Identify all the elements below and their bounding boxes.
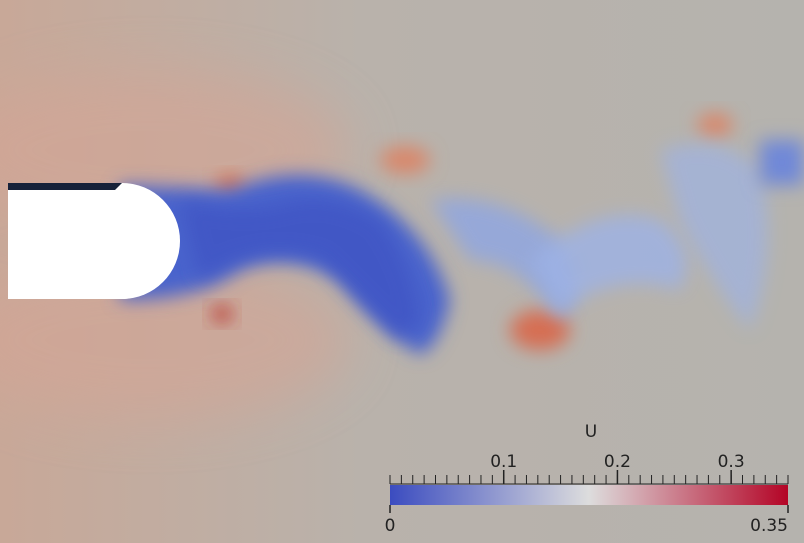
tick-label: 0.3 [718,452,745,472]
range-label: 0 [385,516,396,536]
color-bar [390,485,788,505]
tick-label: 0.1 [490,452,517,472]
color-legend: U 0.1 0.2 0.3 0 0.35 [385,422,789,536]
range-label: 0.35 [750,516,788,536]
legend-title: U [585,422,597,442]
tick-label: 0.2 [604,452,631,472]
